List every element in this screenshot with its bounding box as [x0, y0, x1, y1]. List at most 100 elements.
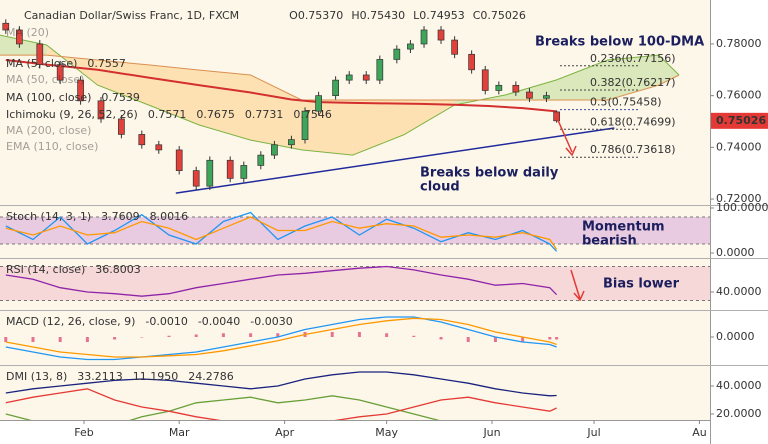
legend-name: MA (20) [6, 26, 49, 39]
legend-name: EMA (110, close) [6, 140, 98, 153]
x-tick-label: Mar [169, 426, 190, 439]
candle-body [526, 91, 533, 99]
indicator-line [5, 388, 557, 420]
candle-body [77, 79, 84, 102]
candle-body [288, 139, 295, 146]
annotation: Momentum [582, 220, 665, 235]
candle-body [226, 159, 234, 179]
legend-name: RSI (14, close) [6, 263, 85, 276]
trendline [175, 127, 615, 194]
legend-value: 0.7571 [148, 108, 187, 121]
fib-label: 0.5(0.75458) [590, 96, 662, 109]
x-tick-label: Feb [74, 426, 93, 439]
histogram-bar [31, 337, 35, 342]
ohlc-value: H0.75430 [351, 9, 405, 22]
legend-value: 11.1950 [133, 370, 179, 383]
legend-value: 0.7546 [293, 108, 332, 121]
time-axis-background [0, 420, 710, 444]
y-tick-label: 40.0000 [716, 379, 762, 392]
histogram-bar [167, 335, 171, 337]
last-price-box [711, 112, 768, 129]
candle-body [175, 149, 183, 171]
candle-body [138, 134, 146, 146]
candle-body [36, 43, 44, 65]
cloud-fill [301, 100, 353, 156]
candle-body [362, 74, 370, 81]
candle-body [420, 29, 428, 45]
candle-body [16, 29, 23, 45]
candle-body [332, 79, 339, 96]
y-tick-label: 100.0000 [716, 201, 768, 214]
y-tick-label: 20.0000 [716, 407, 762, 420]
fib-label: 0.618(0.74699) [590, 115, 676, 128]
candle-body [393, 48, 401, 60]
x-tick-label: Jun [482, 426, 500, 439]
candle-body [315, 95, 322, 112]
legend-value: 0.7731 [245, 108, 284, 121]
histogram-bar [330, 332, 334, 337]
histogram-bar [385, 333, 389, 337]
annotation: Breaks below daily [420, 166, 559, 181]
candle-body [118, 118, 125, 135]
histogram-bar [4, 337, 8, 342]
candle-body [437, 29, 445, 41]
cloud-span [0, 54, 680, 101]
x-tick-label: May [375, 426, 398, 439]
indicator-line [5, 371, 557, 397]
indicator-line [5, 265, 558, 297]
price-axis-background [710, 0, 768, 444]
histogram-bar [493, 337, 497, 342]
band [0, 266, 710, 301]
candle-body [155, 144, 163, 151]
candle-body [56, 64, 64, 81]
main-plot [0, 19, 680, 194]
x-tick-label: Apr [275, 426, 295, 439]
legend-value: -0.0030 [250, 315, 292, 328]
indicator-plot [4, 316, 559, 361]
y-tick-label: 0.72000 [716, 192, 762, 205]
ohlc-value: C0.75026 [473, 9, 526, 22]
y-tick-label: 0.76000 [716, 89, 762, 102]
indicator-plot [0, 211, 710, 252]
candle-body [271, 144, 278, 156]
candle-body [468, 53, 475, 71]
legend-name: DMI (13, 8) [6, 370, 67, 383]
cloud-fill [658, 55, 680, 86]
x-tick-label: Jul [586, 426, 600, 439]
candle-body [240, 165, 248, 179]
legend-name: MACD (12, 26, close, 9) [6, 315, 135, 328]
legend-value: 0.7557 [87, 57, 126, 70]
legend-name: MA (200, close) [6, 124, 91, 137]
histogram-bar [439, 337, 443, 340]
histogram-bar [412, 335, 416, 337]
candle-body [553, 111, 560, 122]
indicator-line [5, 316, 557, 361]
legend-name: MA (50, close) [6, 73, 84, 86]
annotation: Breaks below 100-DMA [535, 35, 704, 50]
arrow [556, 117, 577, 157]
plot-background [0, 0, 710, 420]
fib-label: 0.382(0.76217) [590, 76, 676, 89]
legend-value: -0.0040 [198, 315, 240, 328]
legend-name: Stoch (14, 3, 1) [6, 210, 91, 223]
indicator-plot [0, 265, 710, 301]
chart-title: Canadian Dollar/Swiss Franc, 1D, FXCM [24, 9, 239, 22]
y-tick-label: 0.0000 [716, 330, 755, 343]
annotation: Bias lower [603, 277, 680, 292]
fib-label: 0.236(0.77156) [590, 52, 676, 65]
candle-body [206, 159, 214, 187]
histogram-bar [221, 333, 225, 337]
candle-body [192, 170, 200, 187]
candle-body [2, 22, 10, 31]
histogram-bar [140, 337, 144, 338]
legend-value: 8.0016 [150, 210, 189, 223]
legend-value: -0.0010 [145, 315, 187, 328]
histogram-bar [58, 337, 62, 342]
histogram-bar [548, 337, 552, 340]
histogram-bar [555, 337, 559, 340]
candle-body [407, 43, 414, 50]
candle-body [345, 74, 353, 81]
candle-body [376, 59, 384, 81]
histogram-bar [194, 334, 198, 337]
